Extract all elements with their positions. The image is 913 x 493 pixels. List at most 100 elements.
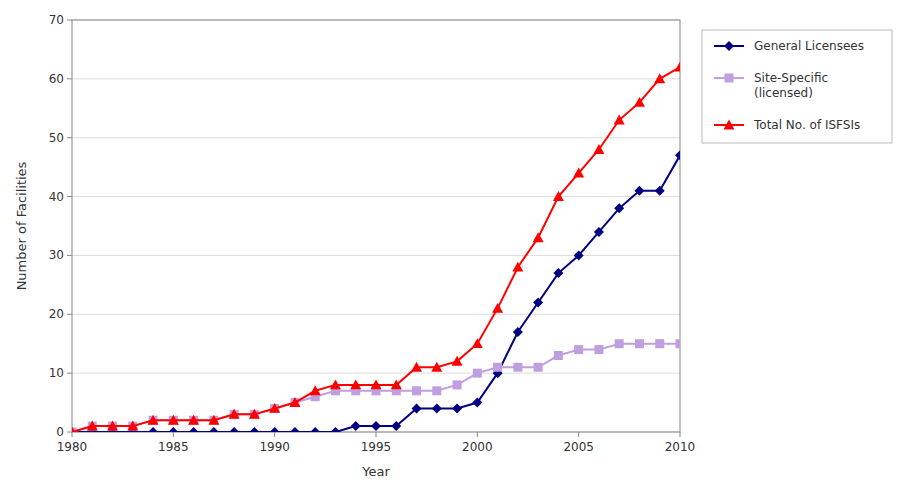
- legend-item: General Licensees: [714, 39, 864, 53]
- point: [168, 427, 178, 432]
- y-tick: [67, 432, 72, 433]
- y-tick: [67, 373, 72, 374]
- point: [270, 427, 280, 432]
- x-axis-label: Year: [361, 464, 390, 479]
- x-tick-label: 1990: [259, 440, 290, 454]
- point: [534, 363, 543, 372]
- legend-swatch-marker: [725, 74, 734, 83]
- point: [351, 421, 361, 431]
- point: [189, 427, 199, 432]
- point: [654, 73, 665, 83]
- point: [573, 168, 584, 178]
- point: [594, 227, 604, 237]
- legend-label: General Licensees: [754, 39, 864, 53]
- point: [635, 339, 644, 348]
- y-tick-label: 20: [49, 307, 64, 321]
- point: [148, 427, 158, 432]
- point: [188, 415, 199, 425]
- point: [289, 397, 300, 407]
- point: [553, 268, 563, 278]
- x-tick: [274, 432, 275, 437]
- legend-label: Site-Specific(licensed): [754, 71, 828, 100]
- x-axis: 1980198519901995200020052010: [57, 432, 696, 454]
- point: [634, 186, 644, 196]
- point: [432, 386, 441, 395]
- point: [290, 427, 300, 432]
- point: [492, 303, 503, 313]
- point: [249, 409, 260, 419]
- point: [168, 415, 179, 425]
- point: [675, 62, 681, 72]
- y-tick: [67, 20, 72, 21]
- y-tick-label: 70: [49, 13, 64, 27]
- y-tick-label: 10: [49, 366, 64, 380]
- legend-label-line: (licensed): [754, 86, 813, 100]
- point: [229, 409, 240, 419]
- point: [655, 186, 665, 196]
- point: [208, 415, 219, 425]
- legend-label-line: Total No. of ISFSIs: [753, 118, 860, 132]
- point: [473, 369, 482, 378]
- x-tick-label: 2000: [462, 440, 493, 454]
- point: [554, 351, 563, 360]
- legend-label: Total No. of ISFSIs: [753, 118, 860, 132]
- point: [371, 421, 381, 431]
- point: [574, 250, 584, 260]
- point: [533, 232, 544, 242]
- point: [127, 421, 138, 431]
- x-tick: [477, 432, 478, 437]
- point: [452, 356, 463, 366]
- point: [593, 144, 604, 154]
- y-tick-label: 40: [49, 190, 64, 204]
- point: [148, 415, 159, 425]
- point: [330, 379, 341, 389]
- legend-label-line: Site-Specific: [754, 71, 828, 85]
- point: [310, 427, 320, 432]
- y-tick: [67, 78, 72, 79]
- point: [634, 97, 645, 107]
- point: [553, 191, 564, 201]
- x-tick-label: 1985: [158, 440, 189, 454]
- point: [615, 339, 624, 348]
- grid-line: [72, 196, 680, 197]
- legend-label-line: General Licensees: [754, 39, 864, 53]
- y-tick: [67, 137, 72, 138]
- y-tick-label: 60: [49, 72, 64, 86]
- point: [350, 379, 361, 389]
- x-tick: [376, 432, 377, 437]
- x-tick: [173, 432, 174, 437]
- series-line: [72, 155, 680, 432]
- y-tick: [67, 196, 72, 197]
- grid-line: [72, 314, 680, 315]
- legend-box: [702, 30, 892, 143]
- chart: 0102030405060701980198519901995200020052…: [0, 0, 913, 493]
- grid-line: [72, 78, 680, 79]
- y-tick-label: 50: [49, 131, 64, 145]
- grid-line: [72, 373, 680, 374]
- grid-line: [72, 255, 680, 256]
- point: [676, 339, 681, 348]
- legend-swatch-marker: [724, 41, 734, 51]
- y-tick-label: 30: [49, 248, 64, 262]
- legend-item: Total No. of ISFSIs: [714, 118, 860, 132]
- x-tick-label: 1995: [361, 440, 392, 454]
- x-tick-label: 2010: [665, 440, 696, 454]
- point: [655, 339, 664, 348]
- point: [614, 203, 624, 213]
- point: [594, 345, 603, 354]
- point: [533, 298, 543, 308]
- point: [87, 421, 98, 431]
- point: [411, 362, 422, 372]
- series: [72, 62, 680, 432]
- series: [72, 339, 680, 432]
- point: [391, 379, 402, 389]
- point: [452, 403, 462, 413]
- point: [472, 398, 482, 408]
- point: [412, 403, 422, 413]
- series-line: [72, 344, 680, 432]
- legend-item: Site-Specific(licensed): [714, 71, 828, 100]
- point: [675, 150, 680, 160]
- point: [249, 427, 259, 432]
- point: [513, 327, 523, 337]
- point: [310, 385, 321, 395]
